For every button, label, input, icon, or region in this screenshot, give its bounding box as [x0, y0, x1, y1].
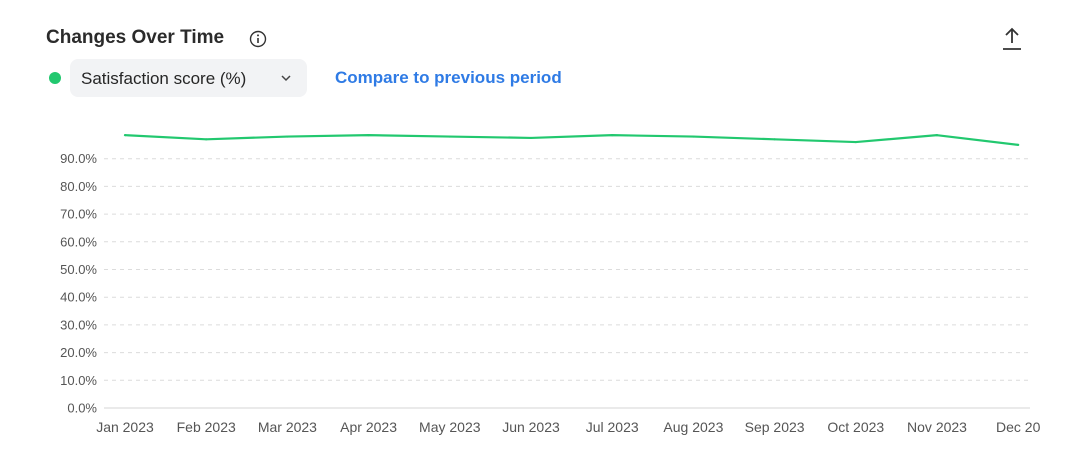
data-point [611, 134, 614, 137]
data-point [286, 135, 289, 138]
x-tick-label: Nov 2023 [907, 419, 967, 435]
y-tick-label: 90.0% [60, 151, 97, 166]
data-point [935, 134, 939, 137]
data-point [773, 138, 776, 141]
y-tick-label: 20.0% [60, 345, 97, 360]
y-tick-label: 0.0% [67, 401, 97, 416]
x-tick-label: Jun 2023 [502, 419, 560, 435]
y-tick-label: 40.0% [60, 290, 97, 305]
y-tick-label: 30.0% [60, 317, 97, 332]
metric-select-value: Satisfaction score (%) [81, 69, 247, 88]
y-tick-label: 10.0% [60, 373, 97, 388]
page-title: Changes Over Time [46, 27, 225, 48]
x-tick-label: Jul 2023 [586, 419, 639, 435]
metric-select[interactable]: Satisfaction score (%) [70, 59, 307, 97]
x-tick-label: Feb 2023 [177, 419, 236, 435]
data-point [205, 138, 208, 141]
x-tick-label: May 2023 [419, 419, 481, 435]
data-point [692, 135, 695, 138]
data-point [448, 135, 451, 138]
x-tick-label: Apr 2023 [340, 419, 397, 435]
series-line [124, 134, 1019, 146]
data-point [123, 134, 127, 137]
compare-previous-period-link[interactable]: Compare to previous period [335, 68, 562, 87]
y-tick-label: 80.0% [60, 179, 97, 194]
data-point [367, 134, 370, 137]
chevron-down-icon [281, 75, 291, 82]
data-point [529, 136, 533, 140]
y-tick-label: 70.0% [60, 207, 97, 222]
series-color-dot [49, 72, 61, 84]
upload-icon[interactable] [1000, 26, 1024, 52]
data-point [854, 140, 857, 144]
y-tick-label: 60.0% [60, 234, 97, 249]
x-tick-label: Oct 2023 [827, 419, 884, 435]
x-tick-label: Dec 20 [996, 419, 1041, 435]
data-point [1017, 143, 1020, 146]
x-tick-label: Mar 2023 [258, 419, 317, 435]
y-tick-label: 50.0% [60, 262, 97, 277]
info-circle-icon[interactable] [249, 30, 267, 48]
x-tick-label: Aug 2023 [663, 419, 723, 435]
x-tick-label: Sep 2023 [745, 419, 805, 435]
x-tick-label: Jan 2023 [96, 419, 154, 435]
